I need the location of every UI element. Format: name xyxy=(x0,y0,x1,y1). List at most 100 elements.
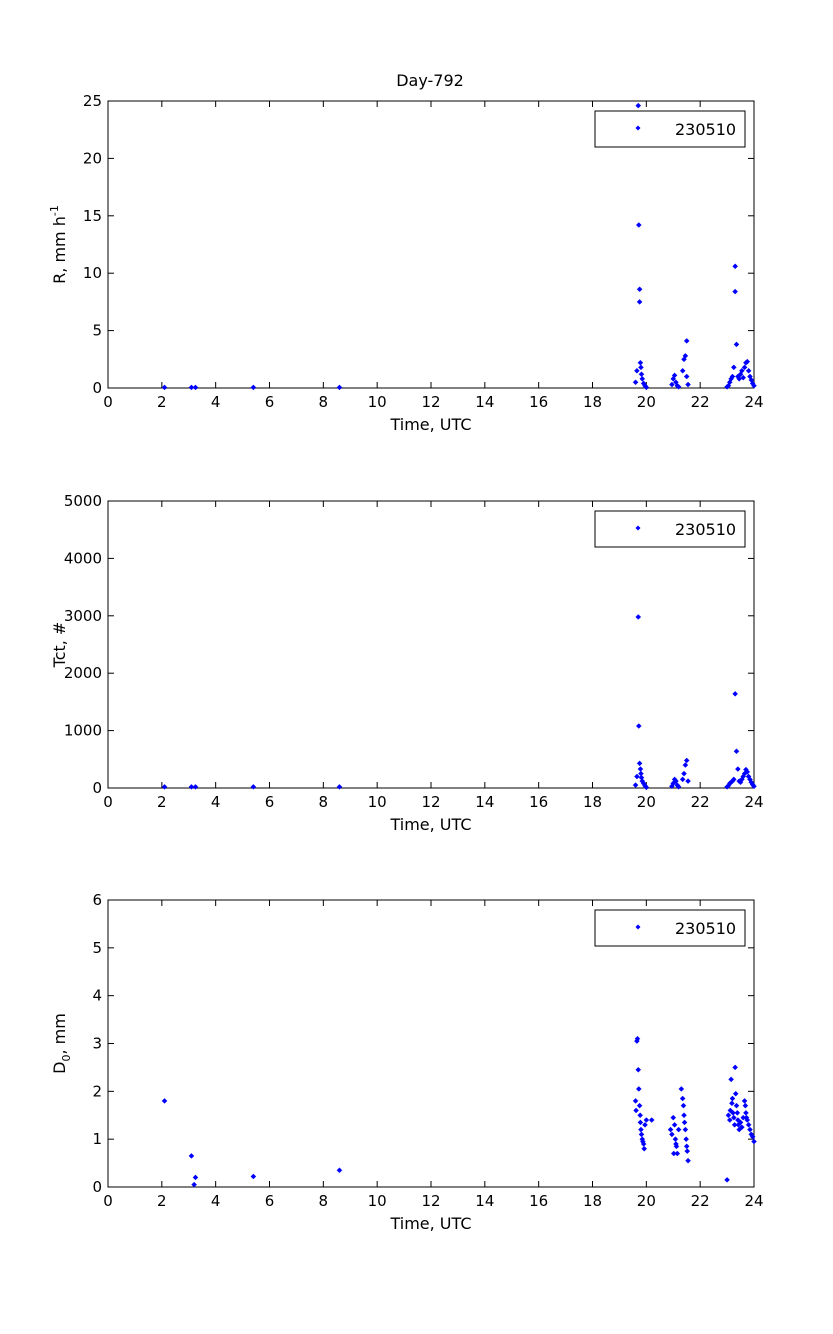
data-point xyxy=(634,773,640,780)
x-tick-label: 16 xyxy=(529,1192,548,1210)
data-point xyxy=(634,1035,641,1042)
x-tick-label: 16 xyxy=(529,793,548,811)
data-point xyxy=(681,356,687,363)
data-point xyxy=(728,1076,734,1083)
legend: 230510 xyxy=(594,110,746,148)
data-point xyxy=(742,1102,749,1109)
data-point xyxy=(731,1121,738,1128)
data-point xyxy=(642,1121,648,1128)
data-point xyxy=(161,1098,168,1104)
x-tick-label: 14 xyxy=(475,1192,494,1210)
data-point xyxy=(739,1124,745,1131)
x-tick-label: 8 xyxy=(319,1192,329,1210)
y-axis-label-main: D xyxy=(50,1062,69,1074)
y-tick-label: 0 xyxy=(92,379,102,397)
x-tick-label: 10 xyxy=(368,793,387,811)
data-point xyxy=(639,375,646,382)
x-tick-label: 0 xyxy=(103,1192,113,1210)
data-point xyxy=(188,783,195,790)
data-point xyxy=(729,1095,736,1102)
x-tick-label: 14 xyxy=(475,393,494,411)
y-tick-label: 3 xyxy=(92,1035,102,1053)
y-axis-label-superscript: -1 xyxy=(48,205,61,216)
y-tick-label: 0 xyxy=(92,1178,102,1196)
data-point xyxy=(745,367,752,374)
data-point xyxy=(671,1121,678,1128)
data-point xyxy=(681,1119,688,1126)
y-axis-label: D0, mm xyxy=(50,1013,73,1074)
data-point xyxy=(685,778,691,784)
data-point xyxy=(725,1112,732,1119)
data-point xyxy=(682,1126,689,1133)
x-tick-label: 6 xyxy=(265,1192,275,1210)
legend: 230510 xyxy=(594,909,746,947)
x-tick-label: 4 xyxy=(211,793,221,811)
x-tick-label: 6 xyxy=(265,393,275,411)
data-point xyxy=(751,382,757,389)
data-point xyxy=(745,1121,752,1128)
x-tick-label: 22 xyxy=(691,1192,710,1210)
y-tick-label: 1 xyxy=(92,1130,102,1148)
x-tick-label: 4 xyxy=(211,1192,221,1210)
y-axis-label-suffix: , mm xyxy=(50,1013,69,1054)
data-point xyxy=(675,383,682,390)
data-point xyxy=(680,1102,687,1109)
data-point xyxy=(685,381,691,388)
y-tick-label: 5 xyxy=(92,322,102,340)
data-point xyxy=(643,1117,650,1123)
data-point xyxy=(192,1174,199,1181)
y-tick-label: 15 xyxy=(83,207,102,225)
data-point xyxy=(636,299,643,305)
data-point xyxy=(635,222,642,228)
data-point xyxy=(670,1114,677,1121)
x-tick-label: 24 xyxy=(744,393,763,411)
y-tick-label: 1000 xyxy=(64,722,102,740)
y-tick-label: 10 xyxy=(83,264,102,282)
data-point xyxy=(740,374,747,381)
data-point xyxy=(161,384,168,391)
x-tick-label: 20 xyxy=(637,1192,656,1210)
figure-title: Day-792 xyxy=(396,71,464,90)
data-point xyxy=(250,1173,257,1180)
x-tick-label: 18 xyxy=(583,393,602,411)
data-point xyxy=(733,748,740,755)
data-point xyxy=(192,783,199,790)
data-point xyxy=(678,1086,685,1092)
data-point xyxy=(336,783,343,790)
data-point xyxy=(730,1114,737,1121)
y-tick-label: 3000 xyxy=(64,607,102,625)
data-point xyxy=(637,1119,644,1126)
data-point xyxy=(679,776,686,783)
data-point xyxy=(737,371,744,378)
data-point xyxy=(732,1064,739,1071)
legend-box xyxy=(594,110,746,148)
y-tick-label: 4000 xyxy=(64,549,102,567)
data-point xyxy=(636,760,643,767)
data-point xyxy=(637,766,644,772)
data-point xyxy=(669,381,675,388)
data-point xyxy=(633,1107,639,1114)
data-point xyxy=(188,1153,195,1159)
data-point xyxy=(667,1126,674,1133)
data-point xyxy=(336,384,343,391)
legend-entry-label: 230510 xyxy=(675,520,736,539)
data-point xyxy=(749,1133,756,1140)
data-point xyxy=(641,1145,648,1152)
x-axis-label: Time, UTC xyxy=(389,815,471,834)
data-point xyxy=(637,359,644,366)
x-tick-label: 2 xyxy=(157,1192,167,1210)
data-point xyxy=(188,384,195,391)
data-point xyxy=(739,367,745,374)
x-tick-label: 4 xyxy=(211,393,221,411)
y-axis-label-subscript: 0 xyxy=(60,1055,73,1062)
legend-entry-label: 230510 xyxy=(675,120,736,139)
data-point xyxy=(636,286,643,293)
data-point xyxy=(732,263,739,270)
x-tick-label: 8 xyxy=(319,793,329,811)
data-point xyxy=(683,338,690,344)
y-axis-label-main: Tct, # xyxy=(50,622,69,669)
legend: 230510 xyxy=(594,510,746,548)
x-tick-label: 20 xyxy=(637,793,656,811)
x-axis-label: Time, UTC xyxy=(389,415,471,434)
